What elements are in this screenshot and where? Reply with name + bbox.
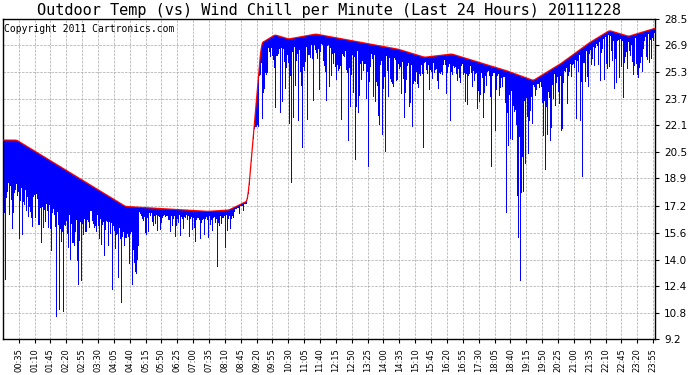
- Text: Copyright 2011 Cartronics.com: Copyright 2011 Cartronics.com: [4, 24, 175, 34]
- Title: Outdoor Temp (vs) Wind Chill per Minute (Last 24 Hours) 20111228: Outdoor Temp (vs) Wind Chill per Minute …: [37, 3, 621, 18]
